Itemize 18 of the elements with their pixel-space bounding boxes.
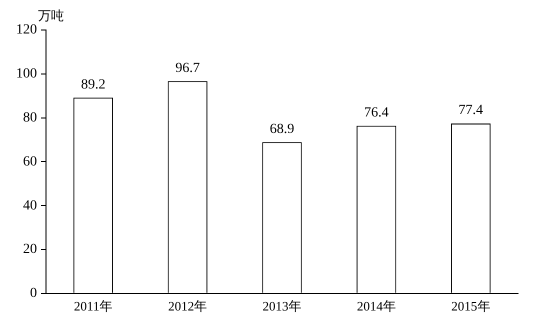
data-label: 76.4 bbox=[364, 105, 389, 120]
x-tick-label: 2013年 bbox=[262, 298, 302, 314]
y-tick-label: 0 bbox=[30, 286, 37, 302]
x-tick-label: 2015年 bbox=[451, 298, 490, 314]
y-tick-label: 80 bbox=[23, 110, 37, 126]
data-label: 89.2 bbox=[80, 77, 106, 92]
x-tick-label: 2014年 bbox=[356, 298, 396, 314]
y-tick-label: 20 bbox=[23, 242, 37, 258]
x-tick-label: 2011年 bbox=[74, 298, 112, 314]
y-tick-label: 60 bbox=[23, 154, 37, 170]
data-label: 68.9 bbox=[270, 122, 294, 137]
data-label: 96.7 bbox=[175, 60, 200, 76]
x-tick-label: 2012年 bbox=[168, 298, 208, 314]
y-tick-label: 40 bbox=[23, 198, 37, 214]
y-axis-title: 万吨 bbox=[38, 8, 64, 24]
data-label: 77.4 bbox=[458, 103, 484, 118]
y-tick-label: 100 bbox=[16, 66, 37, 82]
y-tick-label: 120 bbox=[16, 22, 37, 38]
